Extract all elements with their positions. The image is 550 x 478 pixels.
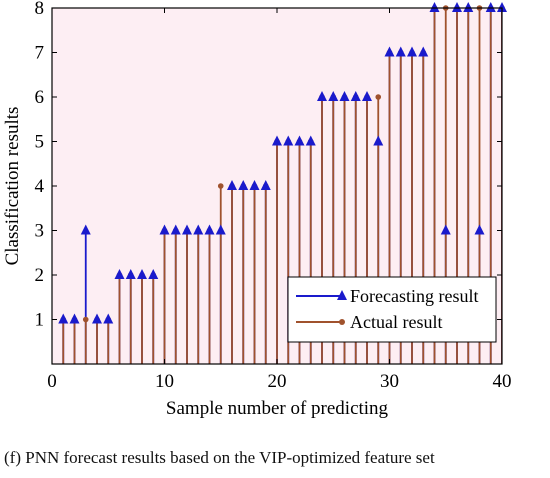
actual-point: [82, 316, 89, 323]
legend-label-actual: Actual result: [350, 312, 442, 332]
forecast-point: [485, 2, 496, 12]
forecast-point: [283, 135, 294, 146]
forecast-point: [463, 2, 474, 12]
forecast-point: [305, 135, 316, 146]
forecast-point: [317, 91, 327, 101]
forecast-point: [249, 180, 260, 190]
x-tick-label: 0: [47, 371, 57, 392]
forecast-point: [159, 224, 170, 235]
forecast-point: [80, 224, 91, 235]
y-tick-label: 2: [35, 265, 45, 286]
forecast-point: [440, 224, 451, 235]
actual-point: [375, 94, 382, 100]
forecast-point: [407, 46, 417, 57]
forecast-point: [170, 224, 181, 235]
forecast-point: [328, 91, 339, 101]
forecast-point: [58, 313, 69, 324]
forecast-point: [103, 313, 114, 324]
forecast-point: [350, 91, 361, 101]
y-tick-label: 6: [35, 87, 45, 108]
forecast-point: [373, 135, 384, 146]
legend-item-forecasting: Forecasting result: [296, 286, 478, 306]
forecast-point: [429, 2, 440, 12]
y-tick-label: 5: [35, 132, 45, 153]
x-axis-label: Sample number of predicting: [166, 398, 389, 419]
forecast-point: [182, 224, 192, 235]
y-tick-label: 4: [35, 176, 45, 197]
forecast-point: [148, 269, 159, 279]
forecast-point: [114, 269, 125, 279]
y-tick-label: 7: [35, 43, 45, 64]
legend: Forecasting result Actual result: [287, 276, 497, 343]
x-tick-label: 40: [493, 371, 512, 392]
forecast-point: [238, 180, 249, 190]
forecast-point: [193, 224, 204, 235]
forecast-point: [395, 46, 406, 57]
forecast-point: [125, 269, 136, 279]
legend-item-actual: Actual result: [296, 312, 442, 332]
forecast-point: [260, 180, 271, 190]
forecast-point: [227, 180, 237, 190]
forecast-point: [452, 2, 462, 12]
forecast-point: [294, 135, 305, 146]
forecast-point: [384, 46, 395, 57]
forecast-point: [215, 224, 226, 235]
figure-caption: (f) PNN forecast results based on the VI…: [4, 448, 435, 467]
forecast-point: [69, 313, 80, 324]
legend-label-forecasting: Forecasting result: [350, 286, 478, 306]
y-tick-label: 1: [35, 310, 45, 331]
x-tick-label: 20: [268, 371, 287, 392]
y-tick-label: 3: [35, 221, 45, 242]
forecast-point: [497, 2, 507, 12]
y-axis-label: Classification results: [2, 107, 23, 266]
x-tick-label: 10: [155, 371, 174, 392]
actual-point: [217, 183, 224, 189]
forecast-point: [272, 135, 282, 146]
forecast-point: [418, 46, 429, 57]
forecast-point: [137, 269, 147, 279]
forecast-point: [362, 91, 372, 101]
y-tick-label: 8: [35, 0, 45, 19]
forecast-point: [339, 91, 350, 101]
x-tick-label: 30: [380, 371, 399, 392]
forecast-point: [204, 224, 215, 235]
circle-marker-icon: [339, 319, 345, 325]
forecast-point: [92, 313, 102, 324]
forecast-point: [474, 224, 485, 235]
triangle-marker-icon: [337, 290, 347, 300]
